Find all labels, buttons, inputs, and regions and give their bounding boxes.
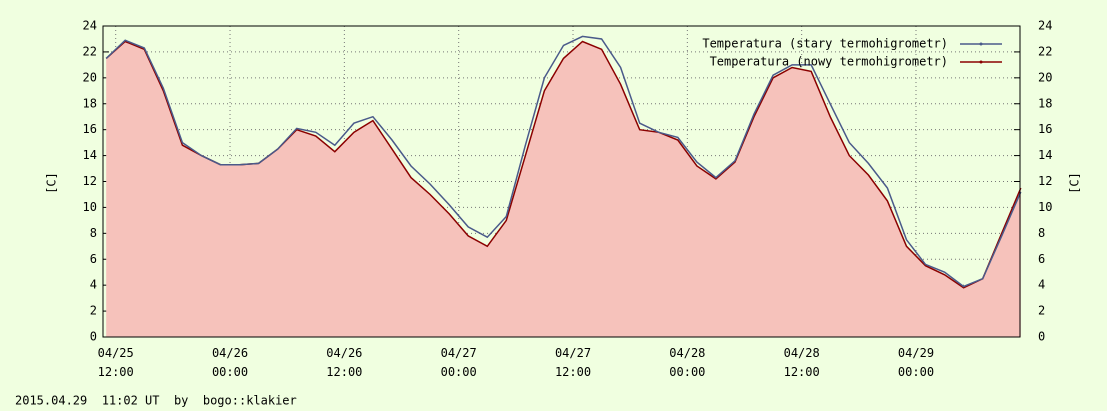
x-tick-label: 04/26 12:00 (326, 346, 363, 379)
y2-tick-label: 22 (1038, 44, 1052, 58)
y-tick-label: 18 (83, 96, 97, 110)
y2-tick-label: 16 (1038, 122, 1052, 136)
y-tick-label: 14 (83, 148, 97, 162)
y-tick-label: 8 (90, 226, 97, 240)
plot-border (102, 25, 1021, 338)
y2-tick-label: 6 (1038, 252, 1045, 266)
legend-label: Temperatura (stary termohigrometr) (702, 37, 948, 51)
x-tick-label: 04/29 00:00 (897, 346, 935, 379)
y2-tick-label: 4 (1038, 278, 1045, 292)
y2-tick-label: 2 (1038, 304, 1045, 318)
y-tick-label: 12 (83, 174, 97, 188)
y2-tick-label: 24 (1038, 19, 1052, 33)
y-tick-label: 2 (90, 304, 97, 318)
y-tick-label: 10 (83, 200, 97, 214)
y-tick-label: 4 (90, 278, 97, 292)
footer: 2015.04.29 11:02 UT by bogo::klakier (15, 394, 297, 408)
x-tick-label: 04/25 12:00 (97, 346, 134, 379)
area (106, 41, 1021, 337)
y-tick-label: 24 (83, 19, 97, 33)
y-tick-label: 16 (83, 122, 97, 136)
x-tick-label: 04/27 00:00 (440, 346, 477, 379)
legend-marker (979, 60, 983, 64)
x-tick-label: 04/27 12:00 (554, 346, 592, 379)
legend-marker (979, 42, 983, 46)
y2-tick-label: 12 (1038, 174, 1052, 188)
y-tick-label: 0 (90, 330, 97, 344)
legend-label: Temperatura (nowy termohigrometr) (710, 55, 948, 69)
y2-tick-label: 10 (1038, 200, 1052, 214)
y2-axis-label: [C] (1068, 172, 1082, 194)
y-axis-label: [C] (45, 172, 59, 194)
x-tick-label: 04/28 12:00 (783, 346, 820, 379)
x-tick-label: 04/28 00:00 (669, 346, 706, 379)
y2-tick-label: 18 (1038, 96, 1052, 110)
y2-tick-label: 8 (1038, 226, 1045, 240)
y-tick-label: 22 (83, 44, 97, 58)
y-tick-label: 6 (90, 252, 97, 266)
line (105, 35, 1022, 288)
y2-tick-label: 20 (1038, 70, 1052, 84)
y2-tick-label: 14 (1038, 148, 1052, 162)
y-tick-label: 20 (83, 70, 97, 84)
y2-tick-label: 0 (1038, 330, 1045, 344)
x-tick-label: 04/26 00:00 (211, 346, 249, 379)
